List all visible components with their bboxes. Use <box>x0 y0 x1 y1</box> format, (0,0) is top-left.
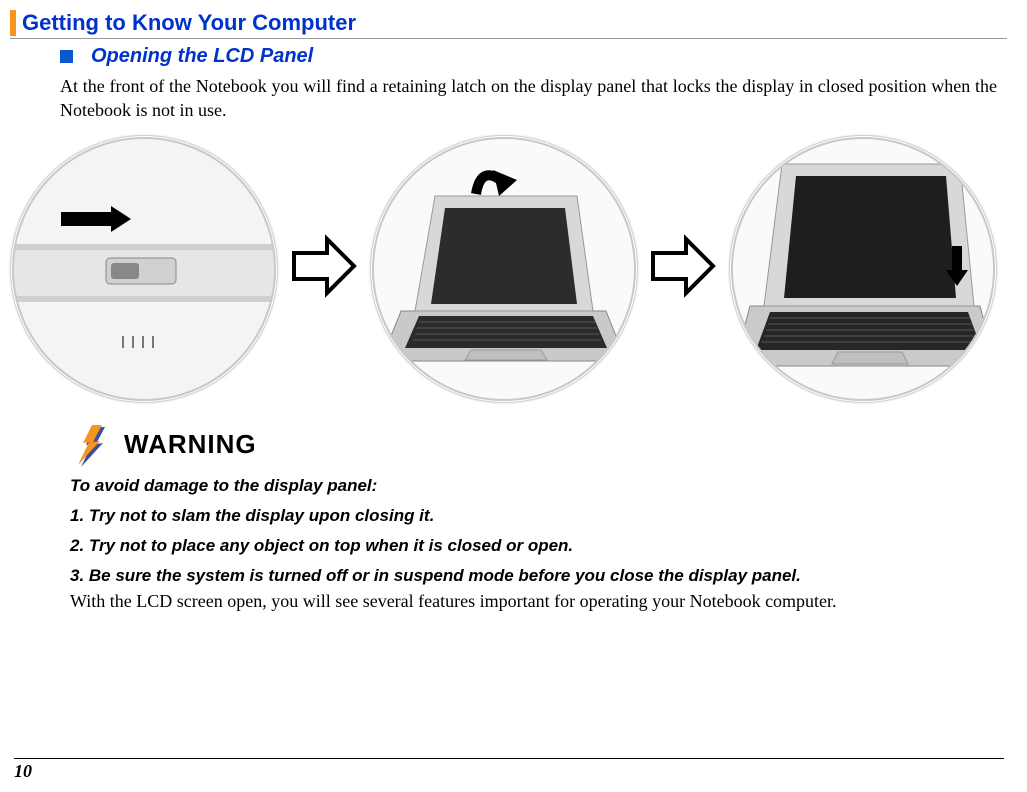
warning-item: 1. Try not to slam the display upon clos… <box>70 505 997 527</box>
bullet-icon <box>60 50 73 63</box>
intro-paragraph: At the front of the Notebook you will fi… <box>60 74 997 123</box>
title-divider <box>10 38 1007 39</box>
section-heading-row: Opening the LCD Panel <box>60 45 997 68</box>
figure-step-2 <box>370 135 638 403</box>
warning-icon <box>70 423 114 467</box>
warning-label: WARNING <box>124 429 257 460</box>
arrow-icon <box>289 231 359 306</box>
arrow-icon <box>648 231 718 306</box>
figure-row <box>10 135 1007 403</box>
warning-item: 3. Be sure the system is turned off or i… <box>70 565 997 587</box>
page-title: Getting to Know Your Computer <box>22 10 356 35</box>
figure-step-3 <box>729 135 997 403</box>
title-bar: Getting to Know Your Computer <box>10 10 1007 36</box>
section-heading: Opening the LCD Panel <box>91 45 313 68</box>
closing-paragraph: With the LCD screen open, you will see s… <box>70 591 997 612</box>
warning-item: 2. Try not to place any object on top wh… <box>70 535 997 557</box>
warning-lead: To avoid damage to the display panel: <box>70 475 997 497</box>
warning-banner: WARNING <box>70 423 997 467</box>
page-number: 10 <box>14 758 1004 782</box>
figure-step-1 <box>10 135 278 403</box>
